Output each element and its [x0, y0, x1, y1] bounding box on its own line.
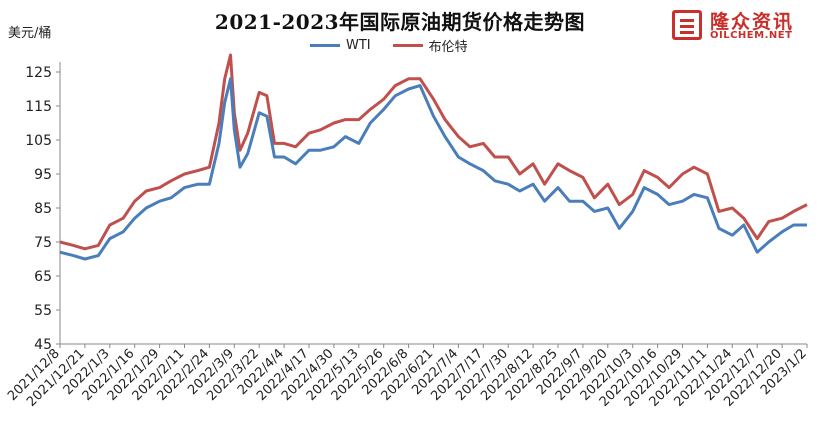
logo-text-en: OILCHEM.NET [710, 30, 793, 41]
y-tick-label: 55 [34, 303, 52, 319]
legend-label-wti: WTI [346, 38, 371, 53]
series-line-wti [59, 77, 807, 261]
y-tick-label: 75 [34, 235, 52, 251]
y-axis-unit-label: 美元/桶 [8, 26, 52, 41]
y-tick-label: 85 [34, 201, 52, 217]
oilchem-logo: 隆众资讯 OILCHEM.NET [672, 10, 822, 44]
legend-swatch-brent [392, 44, 423, 47]
y-tick-label: 105 [25, 133, 52, 149]
chart-title: 2021-2023年国际原油期货价格走势图 [214, 10, 586, 34]
logo-text-cn: 隆众资讯 [710, 11, 795, 33]
legend-item-brent: 布伦特 [392, 36, 468, 55]
y-tick-label: 125 [25, 65, 52, 81]
legend-swatch-wti [310, 44, 340, 47]
oilchem-logo-icon [672, 10, 702, 40]
series-line-brent [59, 53, 808, 251]
y-tick-label: 65 [34, 269, 52, 285]
y-tick-label: 45 [34, 337, 52, 353]
y-tick-label: 115 [25, 99, 52, 115]
legend-item-wti: WTI [310, 38, 371, 53]
y-tick-label: 95 [34, 167, 52, 183]
legend-label-brent: 布伦特 [428, 40, 468, 55]
legend: WTI 布伦特 [310, 36, 468, 55]
